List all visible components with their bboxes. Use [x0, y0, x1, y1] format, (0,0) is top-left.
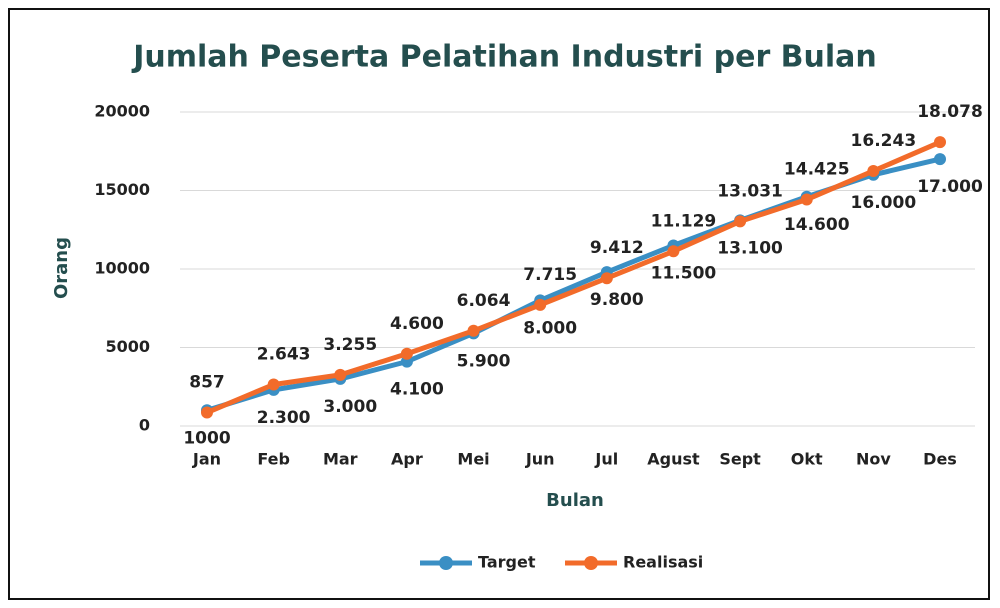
x-axis-label: Bulan: [546, 490, 604, 511]
data-label: 11.500: [651, 263, 717, 283]
data-label: 4.100: [390, 380, 444, 400]
data-label: 7.715: [523, 265, 577, 285]
x-tick-label: Feb: [257, 450, 290, 469]
y-tick-label: 10000: [94, 259, 150, 278]
point: [934, 153, 946, 166]
point: [400, 347, 413, 360]
legend-label: Target: [478, 553, 536, 572]
x-tick-label: Mei: [457, 450, 489, 469]
x-tick-label: Sept: [719, 450, 761, 469]
point: [934, 136, 946, 149]
legend-marker: [439, 556, 453, 570]
data-label: 14.600: [784, 215, 850, 235]
point: [201, 406, 213, 419]
data-label: 16.243: [851, 131, 917, 151]
x-tick-label: Des: [923, 450, 957, 469]
data-label: 2.643: [257, 345, 311, 365]
data-label: 857: [189, 373, 225, 393]
series-line: [206, 139, 941, 415]
data-label: 8.000: [523, 318, 577, 338]
data-label: 4.600: [390, 314, 444, 334]
point: [734, 215, 747, 228]
chart-border: [8, 8, 990, 600]
data-label: 6.064: [457, 291, 511, 311]
x-tick-label: Mar: [323, 450, 358, 469]
legend-label: Realisasi: [623, 553, 703, 572]
data-label: 13.100: [717, 238, 783, 258]
x-tick-label: Okt: [791, 450, 823, 469]
data-label: 16.000: [851, 193, 917, 213]
y-tick-label: 5000: [105, 337, 150, 356]
y-axis-label: Orang: [51, 237, 72, 299]
point: [600, 272, 613, 285]
x-tick-label: Jul: [594, 450, 618, 469]
x-tick-label: Nov: [856, 450, 891, 469]
data-label: 13.031: [717, 181, 783, 201]
data-label: 3.255: [323, 335, 377, 355]
data-label: 14.425: [784, 160, 850, 180]
point: [667, 245, 680, 258]
data-label: 3.000: [323, 397, 377, 417]
chart-title: Jumlah Peserta Pelatihan Industri per Bu…: [131, 40, 877, 75]
y-tick-label: 20000: [94, 102, 150, 121]
point: [334, 368, 347, 381]
point: [534, 298, 547, 311]
data-label: 9.800: [590, 290, 644, 310]
x-tick-label: Agust: [647, 450, 700, 469]
point: [867, 164, 880, 177]
y-tick-label: 0: [139, 416, 150, 435]
point: [267, 378, 280, 391]
x-tick-label: Apr: [391, 450, 423, 469]
point: [467, 324, 480, 337]
data-label: 9.412: [590, 238, 644, 258]
legend-marker: [584, 556, 598, 570]
data-label: 1000: [183, 428, 230, 448]
x-tick-label: Jun: [525, 450, 555, 469]
data-label: 2.300: [257, 408, 311, 428]
data-label: 11.129: [651, 211, 717, 231]
data-label: 17.000: [917, 177, 983, 197]
x-tick-label: Jan: [192, 450, 221, 469]
data-label: 18.078: [917, 102, 983, 122]
data-label: 5.900: [457, 351, 511, 371]
y-tick-label: 15000: [94, 180, 150, 199]
point: [800, 193, 813, 206]
